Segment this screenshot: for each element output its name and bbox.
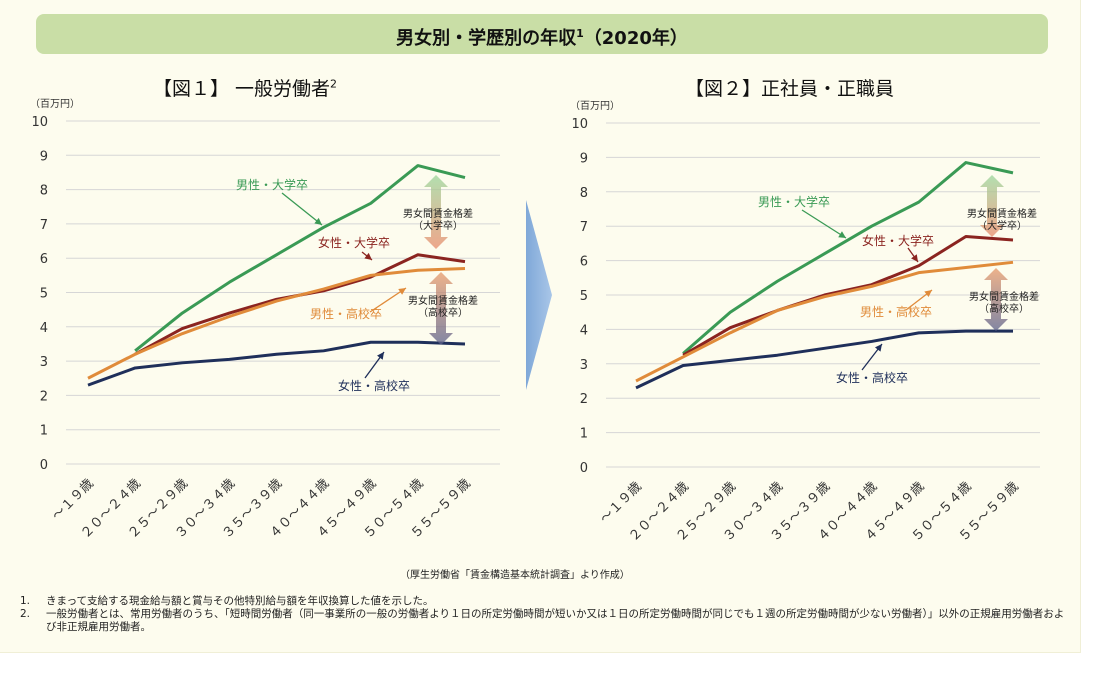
gap-arrow-university xyxy=(424,175,448,249)
footnote-2: 2. 一般労働者とは、常用労働者のうち、「短時間労働者（同一事業所の一般の労働者よ… xyxy=(20,608,1070,634)
gap-label-highschool-sub: （高校卒） xyxy=(418,306,468,319)
series-label-female-hs: 女性・高校卒 xyxy=(338,378,410,393)
y-tick-label: 10 xyxy=(571,117,588,132)
y-tick-label: 8 xyxy=(580,186,588,201)
label-pointer-head xyxy=(874,344,882,352)
gap-label-highschool: 男女間賃金格差 xyxy=(969,290,1039,303)
y-tick-label: 0 xyxy=(40,458,48,473)
series-label-female-hs: 女性・高校卒 xyxy=(836,370,908,385)
series-line-male-hs xyxy=(635,260,1014,383)
y-tick-label: 1 xyxy=(580,427,588,442)
y-tick-label: 1 xyxy=(40,424,48,439)
y-tick-label: 0 xyxy=(580,461,588,476)
y-tick-label: 5 xyxy=(580,289,588,304)
gap-label-university: 男女間賃金格差 xyxy=(403,207,473,220)
y-axis-unit-label: （百万円） xyxy=(30,98,80,110)
gap-arrow-highschool xyxy=(984,268,1008,331)
y-tick-label: 2 xyxy=(40,389,48,404)
figure-panel: 男女別・学歴別の年収1（2020年） 【図１】 一般労働者2 【図２】正社員・正… xyxy=(0,0,1081,653)
series-line-male-univ xyxy=(134,164,466,352)
y-tick-label: 3 xyxy=(580,358,588,373)
gap-label-university-sub: （大学卒） xyxy=(413,219,463,232)
gap-label-highschool-sub: （高校卒） xyxy=(979,302,1029,315)
label-pointer xyxy=(801,209,847,239)
series-label-female-univ: 女性・大学卒 xyxy=(318,235,390,250)
chart1-plot: （百万円）012345678910～１９歳２０～２４歳２５～２９歳３０～３４歳３… xyxy=(30,98,500,542)
series-label-male-univ: 男性・大学卒 xyxy=(758,194,830,209)
y-tick-label: 9 xyxy=(580,151,588,166)
chart2-plot: （百万円）012345678910～１９歳２０～２４歳２５～２９歳３０～３４歳３… xyxy=(570,100,1040,545)
label-pointer-head xyxy=(838,231,846,238)
chart2-title: 【図２】正社員・正職員 xyxy=(685,74,894,101)
label-pointer-head xyxy=(398,288,406,295)
banner-title: 男女別・学歴別の年収 xyxy=(396,28,577,49)
series-line-male-univ xyxy=(682,161,1014,355)
footnote-1-number: 1. xyxy=(20,595,31,607)
series-label-male-univ: 男性・大学卒 xyxy=(236,177,308,192)
y-tick-label: 10 xyxy=(31,115,48,130)
y-tick-label: 7 xyxy=(580,220,588,235)
y-tick-label: 6 xyxy=(40,252,48,267)
chart2-title-text: 【図２】正社員・正職員 xyxy=(685,78,895,100)
y-tick-label: 3 xyxy=(40,355,48,370)
y-tick-label: 2 xyxy=(580,392,588,407)
right-arrow-icon xyxy=(526,200,552,390)
y-tick-label: 8 xyxy=(40,184,48,199)
y-axis-unit-label: （百万円） xyxy=(570,100,620,112)
y-tick-label: 7 xyxy=(40,218,48,233)
footnote-1-text: きまって支給する現金給与額と賞与その他特別給与額を年収換算した値を示した。 xyxy=(46,595,434,607)
label-pointer xyxy=(281,192,323,226)
label-pointer xyxy=(369,287,407,313)
gap-label-highschool: 男女間賃金格差 xyxy=(408,294,478,307)
x-tick-label: ～１９歳 xyxy=(597,479,644,526)
gap-label-university: 男女間賃金格差 xyxy=(967,207,1037,220)
y-tick-label: 4 xyxy=(580,323,588,338)
series-line-female-hs xyxy=(635,329,1013,390)
y-tick-label: 5 xyxy=(40,287,48,302)
label-pointer-head xyxy=(364,252,372,260)
series-label-male-hs: 男性・高校卒 xyxy=(310,306,382,321)
banner-footnote-ref: 1 xyxy=(576,27,584,40)
series-line-female-hs xyxy=(87,340,466,387)
banner-year: （2020年） xyxy=(583,28,688,49)
label-pointer-head xyxy=(314,217,322,225)
gap-arrow-highschool xyxy=(429,272,453,345)
series-label-male-hs: 男性・高校卒 xyxy=(860,304,932,319)
x-tick-label: ～１９歳 xyxy=(49,476,96,523)
y-tick-label: 9 xyxy=(40,149,48,164)
footnote-1: 1. きまって支給する現金給与額と賞与その他特別給与額を年収換算した値を示した。 xyxy=(20,595,1070,608)
label-pointer-head xyxy=(911,254,918,262)
y-tick-label: 4 xyxy=(40,321,48,336)
y-tick-label: 6 xyxy=(580,255,588,270)
source-note: （厚生労働省「賃金構造基本統計調査」より作成） xyxy=(400,570,630,581)
footnotes: 1. きまって支給する現金給与額と賞与その他特別給与額を年収換算した値を示した。 … xyxy=(20,595,1070,634)
label-pointer-head xyxy=(924,290,932,298)
gap-label-university-sub: （大学卒） xyxy=(977,219,1027,232)
figure-banner: 男女別・学歴別の年収1（2020年） xyxy=(36,14,1048,54)
chart1-title: 【図１】 一般労働者2 xyxy=(153,74,337,101)
series-label-female-univ: 女性・大学卒 xyxy=(862,233,934,248)
series-line-male-hs xyxy=(87,266,466,380)
footnote-2-text: 一般労働者とは、常用労働者のうち、「短時間労働者（同一事業所の一般の労働者より１… xyxy=(46,608,1065,633)
footnote-2-number: 2. xyxy=(20,608,31,620)
gap-arrow-university xyxy=(980,175,1004,237)
chart1-footnote-ref: 2 xyxy=(330,77,338,91)
series-line-female-univ xyxy=(682,235,1014,357)
chart1-title-text: 【図１】 一般労働者 xyxy=(153,78,331,100)
label-pointer-head xyxy=(377,352,384,360)
